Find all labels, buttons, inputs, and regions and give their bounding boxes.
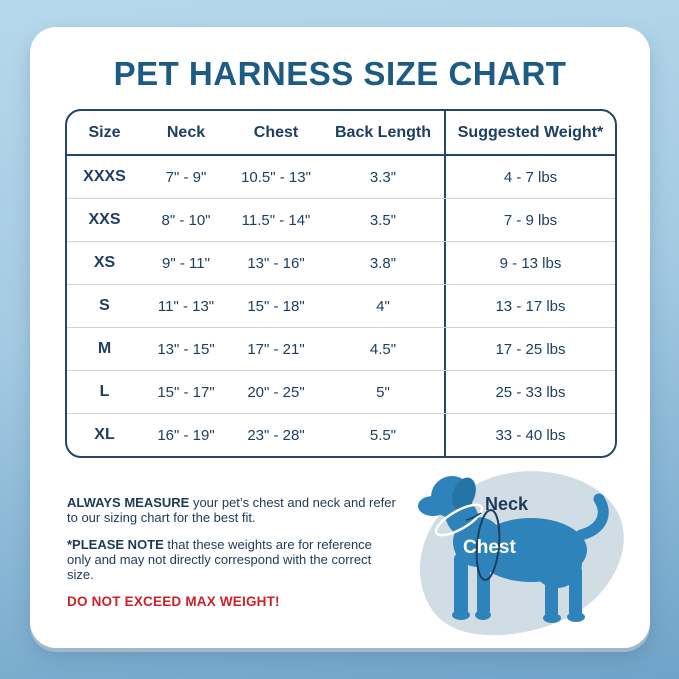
size-chart-card: PET HARNESS SIZE CHART Size Neck Chest Back… — [30, 27, 650, 648]
neck-label: Neck — [485, 494, 529, 514]
table-cell: 3.3" — [369, 168, 397, 186]
table-cell: 20" - 25" — [247, 383, 305, 401]
notes-section: ALWAYS MEASURE your pet’s chest and neck… — [67, 495, 397, 621]
table-header-row: Size Neck Chest Back Length Suggested Weight… — [67, 111, 615, 156]
neck-loop — [434, 503, 484, 537]
table-cell: 3.5" — [369, 211, 397, 229]
table-cell: 11" - 13" — [157, 297, 215, 315]
note-reference-text: that these weights are for reference onl… — [67, 537, 372, 582]
dog-diagram-svg: Neck Chest — [418, 471, 624, 636]
table-cell: 4.5" — [369, 340, 397, 358]
size-cell: L — [99, 383, 110, 400]
table-cell: 15" - 17" — [157, 383, 215, 401]
size-table: Size Neck Chest Back Length Suggested Weight… — [65, 109, 617, 458]
table-cell: 4 - 7 lbs — [444, 156, 615, 198]
table-row: XL 16" - 19" 23" - 28" 5.5" 33 - 40 lbs — [67, 413, 615, 456]
table-row: XXXS 7" - 9" 10.5" - 13" 3.3" 4 - 7 lbs — [67, 156, 615, 198]
note-measure: ALWAYS MEASURE your pet’s chest and neck… — [67, 495, 397, 525]
size-cell: XXXS — [83, 168, 126, 185]
size-cell: M — [97, 340, 112, 357]
column-header: Suggested Weight* — [444, 111, 615, 154]
table-cell: 13" - 15" — [157, 340, 215, 358]
table-cell: 3.8" — [369, 254, 397, 272]
table-cell: 7" - 9" — [165, 168, 207, 186]
size-cell: XL — [94, 426, 115, 443]
table-cell: 15" - 18" — [247, 297, 305, 315]
table-row: XS 9" - 11" 13" - 16" 3.8" 9 - 13 lbs — [67, 241, 615, 284]
column-header: Chest — [253, 123, 299, 141]
column-header: Size — [88, 123, 121, 141]
table-cell: 17 - 25 lbs — [444, 328, 615, 370]
chest-label: Chest — [463, 537, 516, 558]
note-reference: *PLEASE NOTE that these weights are for … — [67, 537, 397, 582]
table-cell: 23" - 28" — [247, 426, 305, 444]
column-header: Back Length — [334, 123, 431, 141]
table-cell: 9" - 11" — [162, 254, 210, 272]
table-row: S 11" - 13" 15" - 18" 4" 13 - 17 lbs — [67, 284, 615, 327]
table-cell: 7 - 9 lbs — [444, 199, 615, 241]
column-header: Neck — [166, 123, 206, 141]
table-cell: 9 - 13 lbs — [444, 242, 615, 284]
chest-loop — [475, 509, 501, 581]
note-measure-bold: ALWAYS MEASURE — [67, 495, 190, 510]
table-cell: 16" - 19" — [157, 426, 215, 444]
table-cell: 25 - 33 lbs — [444, 371, 615, 413]
size-cell: XXS — [88, 211, 121, 228]
table-row: XXS 8" - 10" 11.5" - 14" 3.5" 7 - 9 lbs — [67, 198, 615, 241]
table-cell: 33 - 40 lbs — [444, 414, 615, 456]
table-row: M 13" - 15" 17" - 21" 4.5" 17 - 25 lbs — [67, 327, 615, 370]
table-cell: 4" — [376, 297, 390, 315]
table-cell: 11.5" - 14" — [241, 211, 311, 229]
dog-measurement-diagram: Neck Chest — [395, 453, 657, 658]
table-cell: 5" — [376, 383, 390, 401]
size-cell: S — [99, 297, 110, 314]
page-title: PET HARNESS SIZE CHART — [113, 55, 567, 92]
neck-pointer-line — [465, 512, 482, 521]
table-cell: 13" - 16" — [247, 254, 305, 272]
table-body: XXXS 7" - 9" 10.5" - 13" 3.3" 4 - 7 lbs XXS 8"… — [67, 156, 615, 456]
table-cell: 17" - 21" — [247, 340, 305, 358]
size-cell: XS — [93, 254, 116, 271]
table-cell: 5.5" — [369, 426, 397, 444]
table-cell: 13 - 17 lbs — [444, 285, 615, 327]
warning-text: DO NOT EXCEED MAX WEIGHT! — [67, 594, 280, 609]
note-reference-bold: *PLEASE NOTE — [67, 537, 164, 552]
dog-ear — [452, 477, 476, 511]
table-cell: 10.5" - 13" — [241, 168, 311, 186]
table-cell: 8" - 10" — [161, 211, 211, 229]
note-measure-text: your pet’s chest and neck and refer to o… — [67, 495, 396, 525]
table-row: L 15" - 17" 20" - 25" 5" 25 - 33 lbs — [67, 370, 615, 413]
